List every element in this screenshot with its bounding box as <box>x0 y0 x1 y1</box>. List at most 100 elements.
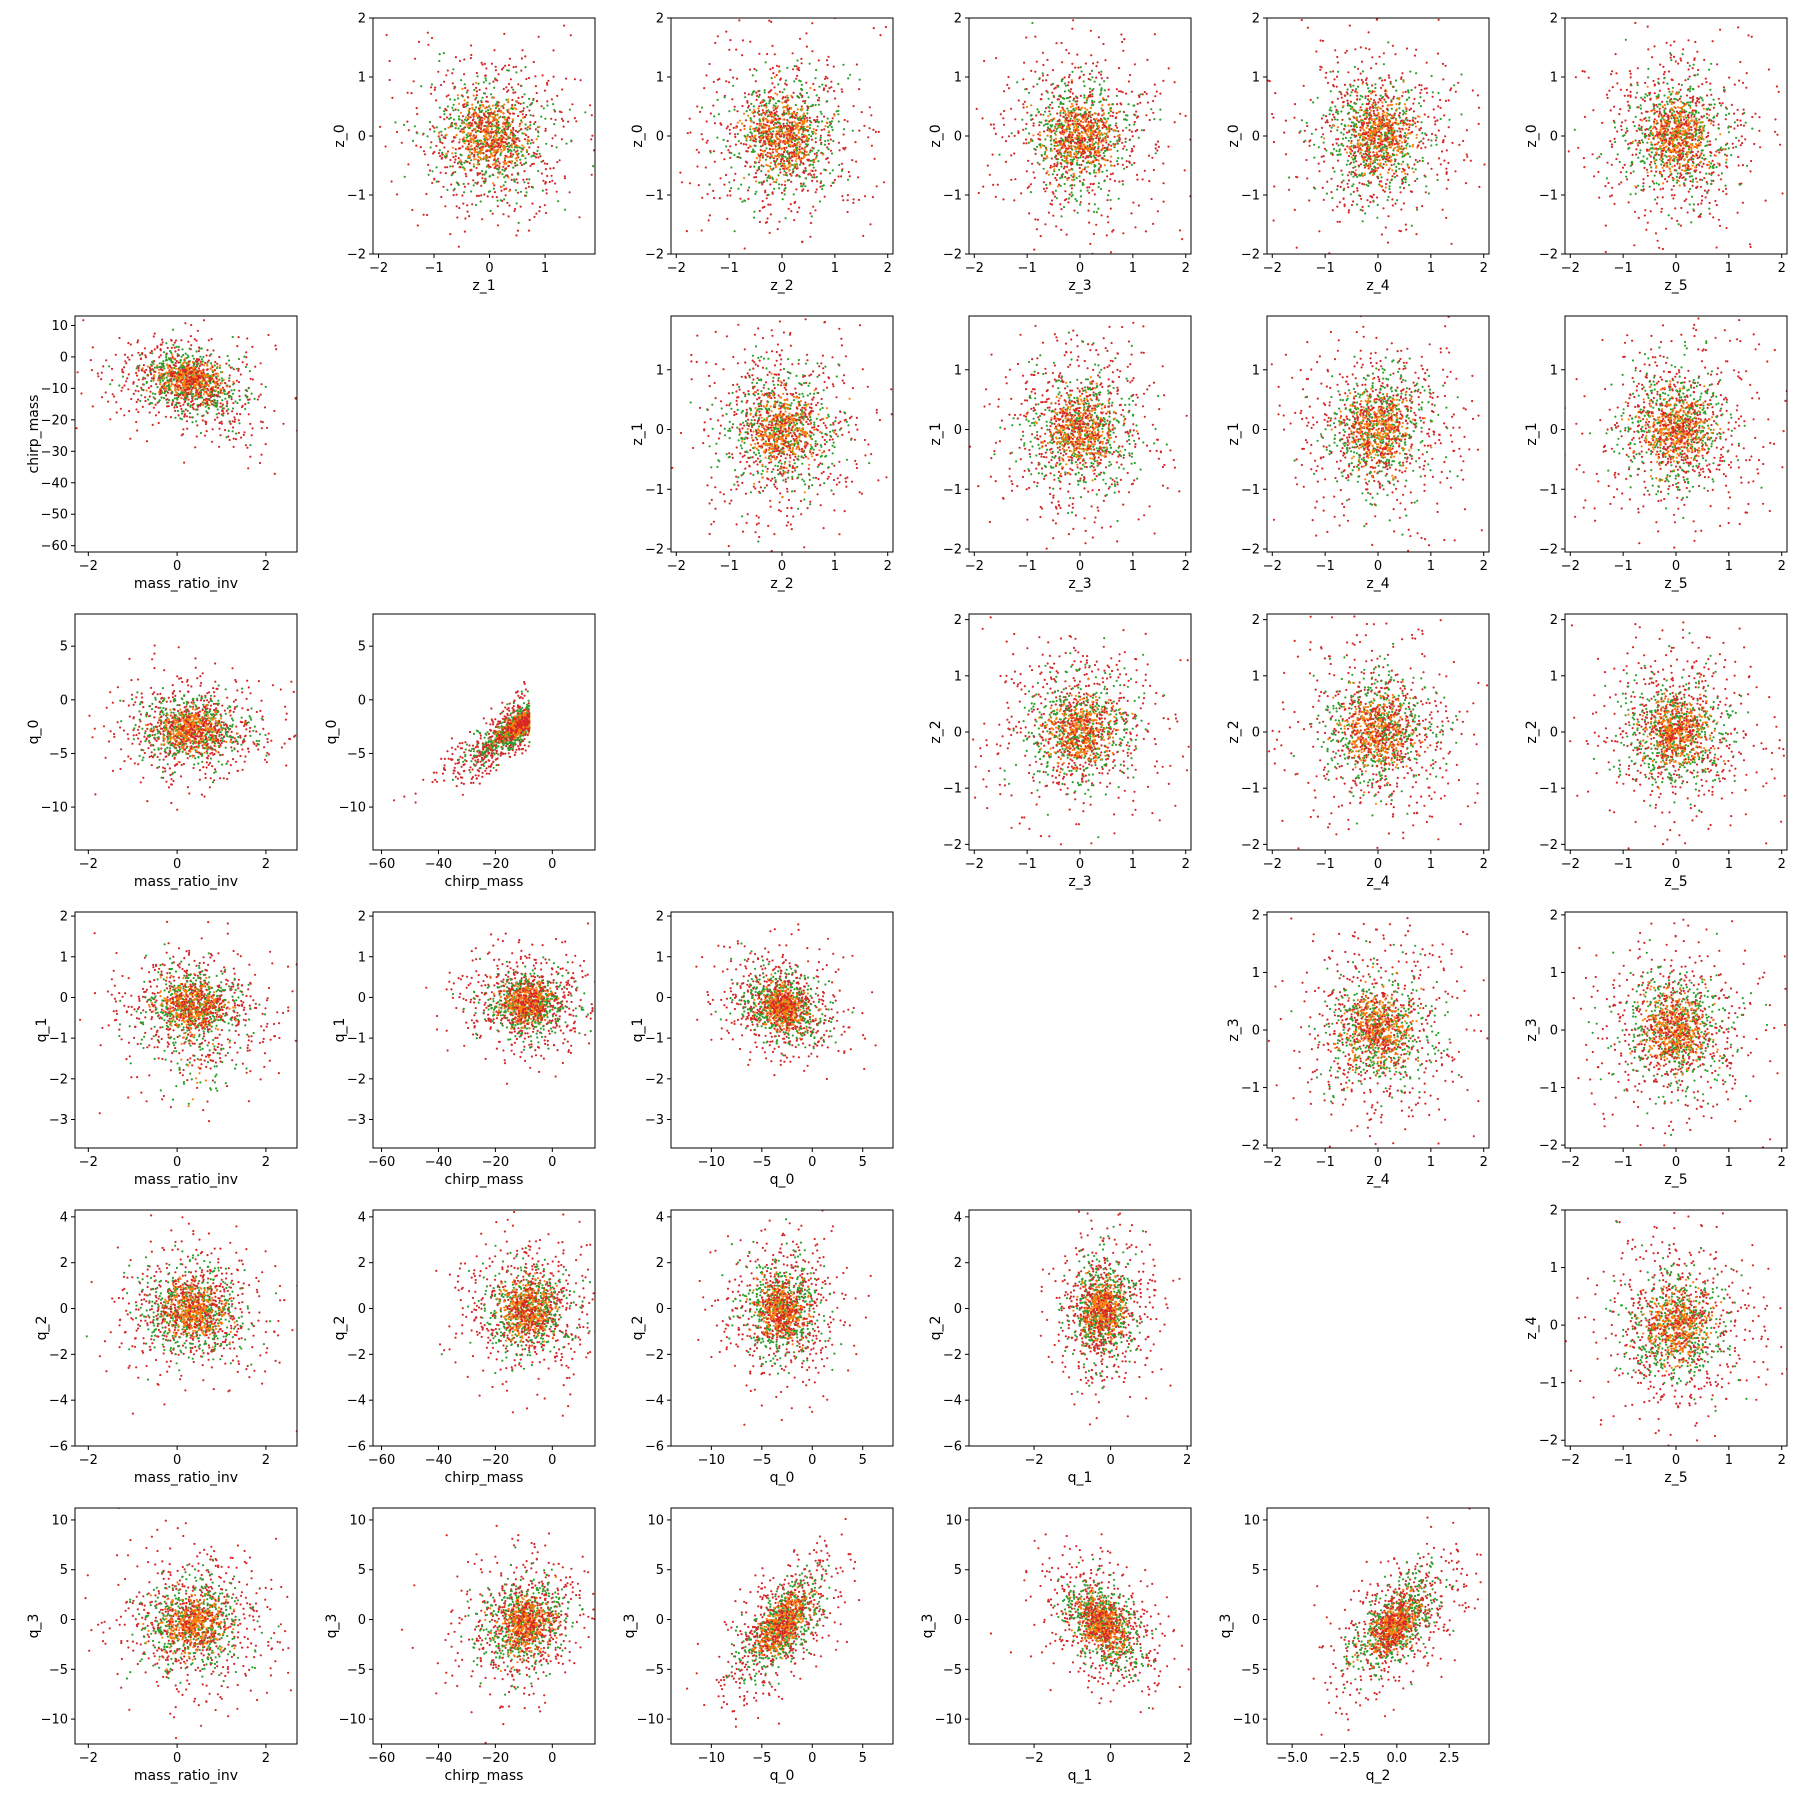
point-red <box>1382 52 1385 55</box>
point-red <box>1130 212 1133 215</box>
point-orange <box>1062 108 1065 111</box>
point-green <box>1047 97 1050 100</box>
point-red <box>1288 188 1291 191</box>
point-green <box>476 153 479 156</box>
point-red-core <box>511 126 515 130</box>
point-green <box>452 118 455 121</box>
point-red <box>1042 130 1046 133</box>
point-red <box>1010 154 1013 157</box>
point-red-core <box>762 111 765 114</box>
point-red <box>481 63 484 66</box>
point-red <box>1387 215 1390 218</box>
point-green <box>520 147 523 150</box>
point-red <box>728 48 731 51</box>
point-green <box>773 114 777 117</box>
point-orange <box>1105 139 1108 142</box>
point-green <box>1351 106 1354 109</box>
point-red <box>1143 90 1146 94</box>
point-red-core <box>786 124 790 127</box>
point-red <box>1052 192 1055 195</box>
point-red <box>747 146 750 149</box>
point-red-core <box>757 129 760 133</box>
point-red <box>725 127 728 130</box>
point-red-core <box>482 128 485 131</box>
point-red <box>1340 96 1343 99</box>
point-red <box>875 11 877 13</box>
point-red-core <box>782 122 785 125</box>
point-red <box>446 166 449 169</box>
point-red <box>497 73 500 76</box>
point-red <box>1324 115 1328 118</box>
point-green <box>538 152 541 155</box>
point-green <box>1030 118 1033 121</box>
point-red <box>827 55 830 58</box>
point-red-core <box>504 141 507 144</box>
point-red <box>833 89 836 93</box>
point-red <box>1029 15 1031 17</box>
point-red <box>1272 116 1275 119</box>
y-tick-label: −2 <box>645 248 664 263</box>
point-green <box>1310 132 1313 135</box>
x-axis-label: z_1 <box>472 278 495 294</box>
point-red <box>855 160 858 163</box>
point-green <box>484 110 488 113</box>
point-orange <box>474 129 477 132</box>
point-green <box>438 137 441 140</box>
point-red <box>454 148 457 151</box>
point-red <box>501 263 503 265</box>
point-red <box>1370 181 1373 184</box>
point-green <box>1404 118 1407 121</box>
point-red <box>513 209 516 213</box>
point-red <box>1346 99 1349 102</box>
point-red <box>1383 79 1386 82</box>
point-red <box>727 81 731 84</box>
point-red-core <box>506 142 509 146</box>
point-red-core <box>1079 94 1082 97</box>
point-green <box>700 106 704 109</box>
point-red-core <box>481 177 484 180</box>
point-red <box>1050 203 1054 206</box>
point-green <box>1081 141 1084 144</box>
point-red-core <box>1050 130 1053 133</box>
point-red <box>527 182 530 185</box>
point-green <box>1054 189 1057 192</box>
point-orange <box>1064 112 1067 115</box>
point-red <box>1351 149 1354 152</box>
point-green <box>435 180 438 183</box>
point-green <box>1421 132 1424 135</box>
point-red <box>467 182 470 185</box>
point-orange <box>1067 122 1070 125</box>
point-red <box>507 64 511 67</box>
point-red <box>1367 31 1370 34</box>
point-red <box>556 94 559 97</box>
point-green <box>791 122 794 125</box>
point-red-core <box>1085 155 1088 158</box>
point-green <box>413 125 416 128</box>
point-green <box>1078 163 1081 166</box>
point-orange <box>486 126 489 129</box>
point-green <box>1027 91 1031 94</box>
point-red <box>565 77 568 80</box>
point-green <box>1078 175 1081 178</box>
point-red <box>470 122 473 125</box>
point-green <box>717 113 721 116</box>
point-red <box>796 173 799 176</box>
point-red-core <box>500 134 503 137</box>
point-orange <box>1080 145 1083 149</box>
point-red <box>430 92 433 95</box>
point-red-core <box>1065 116 1068 119</box>
point-red-core <box>786 160 789 163</box>
point-red <box>1350 203 1354 207</box>
point-red-core <box>1056 152 1059 155</box>
point-red-core <box>1087 94 1091 97</box>
point-red <box>1024 138 1028 141</box>
point-red <box>1133 120 1136 124</box>
point-red <box>761 206 764 209</box>
point-green <box>1050 143 1053 146</box>
y-tick-label: 0 <box>656 130 664 145</box>
point-red <box>841 90 844 93</box>
point-red <box>1387 74 1390 77</box>
point-red <box>1152 168 1155 172</box>
point-red <box>475 94 478 97</box>
point-red <box>493 184 496 187</box>
